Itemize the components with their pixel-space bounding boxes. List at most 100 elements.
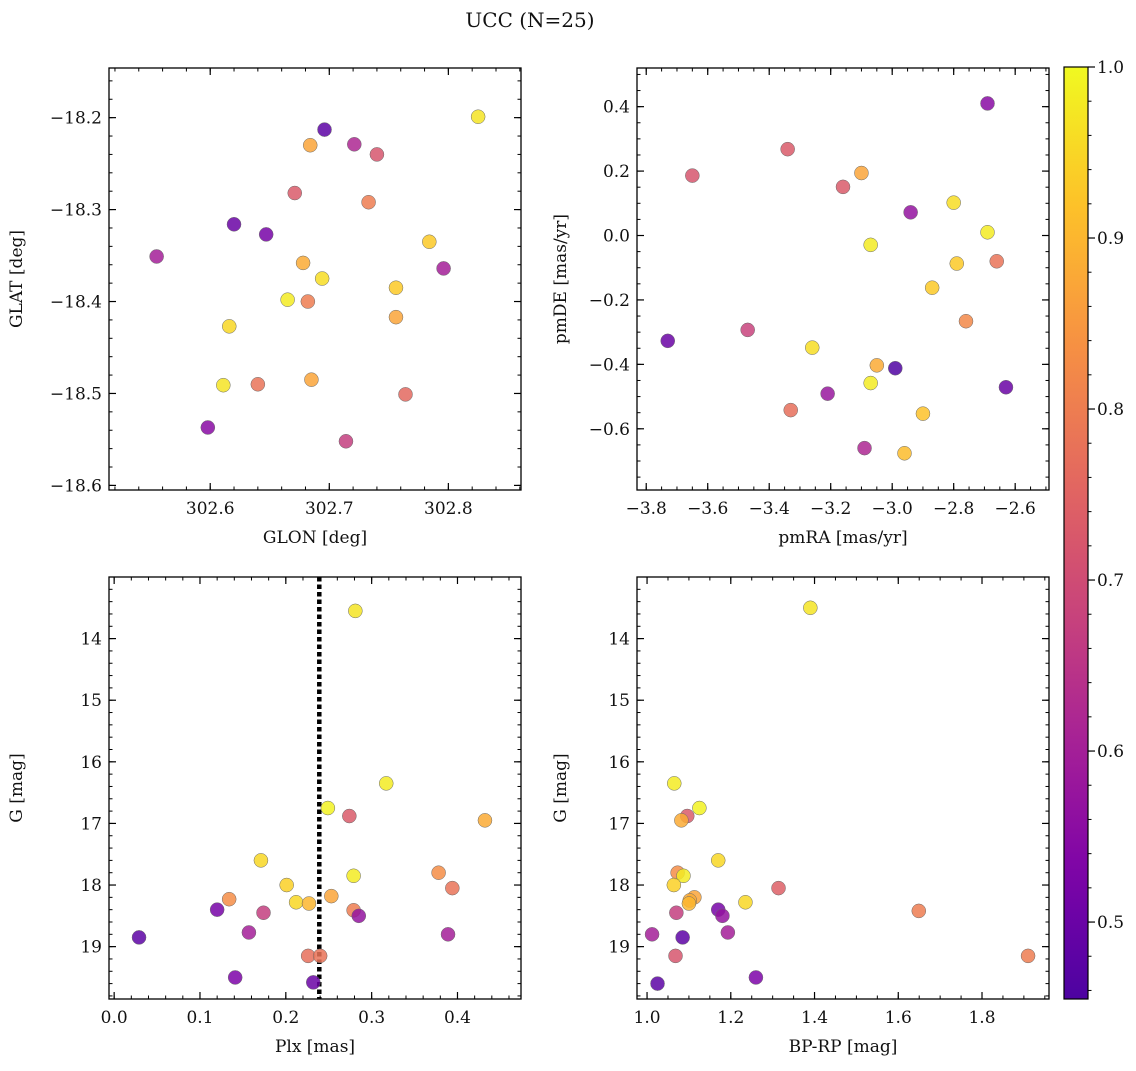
scatter-point bbox=[477, 813, 493, 828]
scatter-point bbox=[803, 600, 818, 616]
scatter-point bbox=[720, 925, 736, 940]
scatter-point bbox=[660, 333, 675, 349]
scatter-point bbox=[989, 254, 1004, 269]
y-tick-label: 14 bbox=[608, 630, 630, 650]
panels: 302.6 302.7 302.8 −18.6 −18.5 −18.4 −18.3 −18.2… bbox=[7, 67, 1050, 1057]
x-tick-label: 0.2 bbox=[272, 1008, 299, 1028]
scatter-point bbox=[388, 309, 404, 325]
scatter-point bbox=[470, 109, 486, 124]
scatter-point bbox=[681, 896, 697, 911]
scatter-point bbox=[946, 195, 961, 210]
scatter-point bbox=[312, 948, 328, 964]
scatter-point bbox=[980, 96, 995, 111]
scatter-point bbox=[288, 895, 304, 910]
scatter-point bbox=[675, 930, 690, 945]
scatter-point bbox=[300, 294, 316, 309]
panel-bprp-g: 1.0 1.2 1.4 1.6 1.8 14 15 16 17 18 19 BP-RP [mag] G … bbox=[551, 576, 1050, 1057]
scatter-point bbox=[342, 808, 357, 824]
scatter-point bbox=[253, 853, 269, 868]
y-tick-label: −18.6 bbox=[50, 476, 102, 496]
x-axis-label: BP-RP [mag] bbox=[789, 1037, 898, 1057]
y-tick-label: 17 bbox=[80, 814, 102, 834]
y-tick-label: −18.2 bbox=[50, 109, 102, 129]
scatter-point bbox=[835, 179, 851, 195]
scatter-point bbox=[369, 147, 385, 162]
axes-frame bbox=[636, 576, 1050, 1000]
y-tick-label: 19 bbox=[80, 938, 102, 958]
scatter-point bbox=[869, 358, 885, 373]
scatter-point bbox=[324, 888, 339, 904]
y-tick-label: 16 bbox=[80, 753, 102, 773]
scatter-point bbox=[131, 930, 147, 945]
y-tick-label: −0.6 bbox=[589, 420, 630, 440]
colorbar-tick-label: 0.7 bbox=[1097, 571, 1124, 591]
scatter-point bbox=[346, 868, 361, 884]
x-tick-label: 0.4 bbox=[444, 1008, 471, 1028]
x-tick-label: −3.6 bbox=[687, 499, 728, 519]
scatter-point bbox=[903, 205, 918, 220]
scatter-point bbox=[738, 895, 753, 910]
data-layer bbox=[644, 600, 1036, 991]
data-layer bbox=[660, 96, 1014, 461]
data-layer bbox=[149, 109, 486, 449]
scatter-point bbox=[863, 375, 878, 391]
scatter-point bbox=[445, 880, 460, 896]
y-tick-label: −0.4 bbox=[589, 355, 630, 375]
scatter-point bbox=[306, 975, 321, 990]
x-tick-label: −3.2 bbox=[810, 499, 851, 519]
y-axis-label: G [mag] bbox=[7, 753, 27, 822]
scatter-point bbox=[388, 280, 404, 295]
scatter-point bbox=[221, 891, 237, 907]
x-tick-label: 302.6 bbox=[186, 499, 235, 519]
axes-frame bbox=[108, 576, 522, 1000]
scatter-point bbox=[226, 217, 242, 232]
scatter-point bbox=[998, 379, 1014, 395]
scatter-point bbox=[258, 227, 274, 242]
y-tick-label: 19 bbox=[608, 938, 630, 958]
x-tick-label: 1.4 bbox=[801, 1008, 828, 1028]
scatter-point bbox=[644, 927, 660, 942]
y-tick-label: 0.4 bbox=[603, 98, 630, 118]
scatter-point bbox=[863, 237, 878, 253]
scatter-point bbox=[200, 420, 216, 435]
y-tick-label: −0.2 bbox=[589, 291, 630, 311]
scatter-point bbox=[715, 908, 730, 924]
y-tick-label: 18 bbox=[608, 876, 630, 896]
scatter-point bbox=[650, 976, 665, 991]
scatter-point bbox=[915, 406, 931, 421]
scatter-point bbox=[666, 877, 682, 893]
scatter-point bbox=[348, 603, 363, 619]
y-axis-label: G [mag] bbox=[551, 753, 571, 822]
axes-frame bbox=[108, 67, 522, 491]
x-tick-label: 0.0 bbox=[101, 1008, 128, 1028]
y-tick-label: 15 bbox=[80, 691, 102, 711]
x-tick-label: 1.8 bbox=[968, 1008, 995, 1028]
scatter-point bbox=[692, 800, 707, 816]
scatter-point bbox=[924, 280, 940, 295]
scatter-point bbox=[301, 896, 317, 911]
colorbar-tick-label: 0.8 bbox=[1097, 400, 1124, 420]
scatter-point bbox=[351, 908, 367, 924]
y-tick-label: 0.0 bbox=[603, 227, 630, 247]
scatter-point bbox=[710, 853, 726, 868]
colorbar-frame bbox=[1063, 66, 1089, 1000]
scatter-point bbox=[216, 377, 231, 393]
y-tick-label: 15 bbox=[608, 691, 630, 711]
x-tick-label: −3.4 bbox=[749, 499, 790, 519]
scatter-point bbox=[805, 340, 820, 355]
scatter-point bbox=[854, 165, 869, 181]
scatter-point bbox=[911, 903, 927, 919]
scatter-point bbox=[295, 255, 311, 271]
scatter-point bbox=[280, 292, 295, 307]
scatter-point bbox=[209, 902, 225, 917]
scatter-point bbox=[436, 261, 451, 276]
y-tick-label: −18.5 bbox=[50, 384, 102, 404]
colorbar-gradient bbox=[1064, 67, 1088, 999]
scatter-point bbox=[287, 185, 303, 201]
y-tick-label: 14 bbox=[80, 630, 102, 650]
x-tick-label: 302.8 bbox=[424, 499, 473, 519]
scatter-point bbox=[667, 776, 682, 791]
scatter-point bbox=[241, 925, 257, 940]
